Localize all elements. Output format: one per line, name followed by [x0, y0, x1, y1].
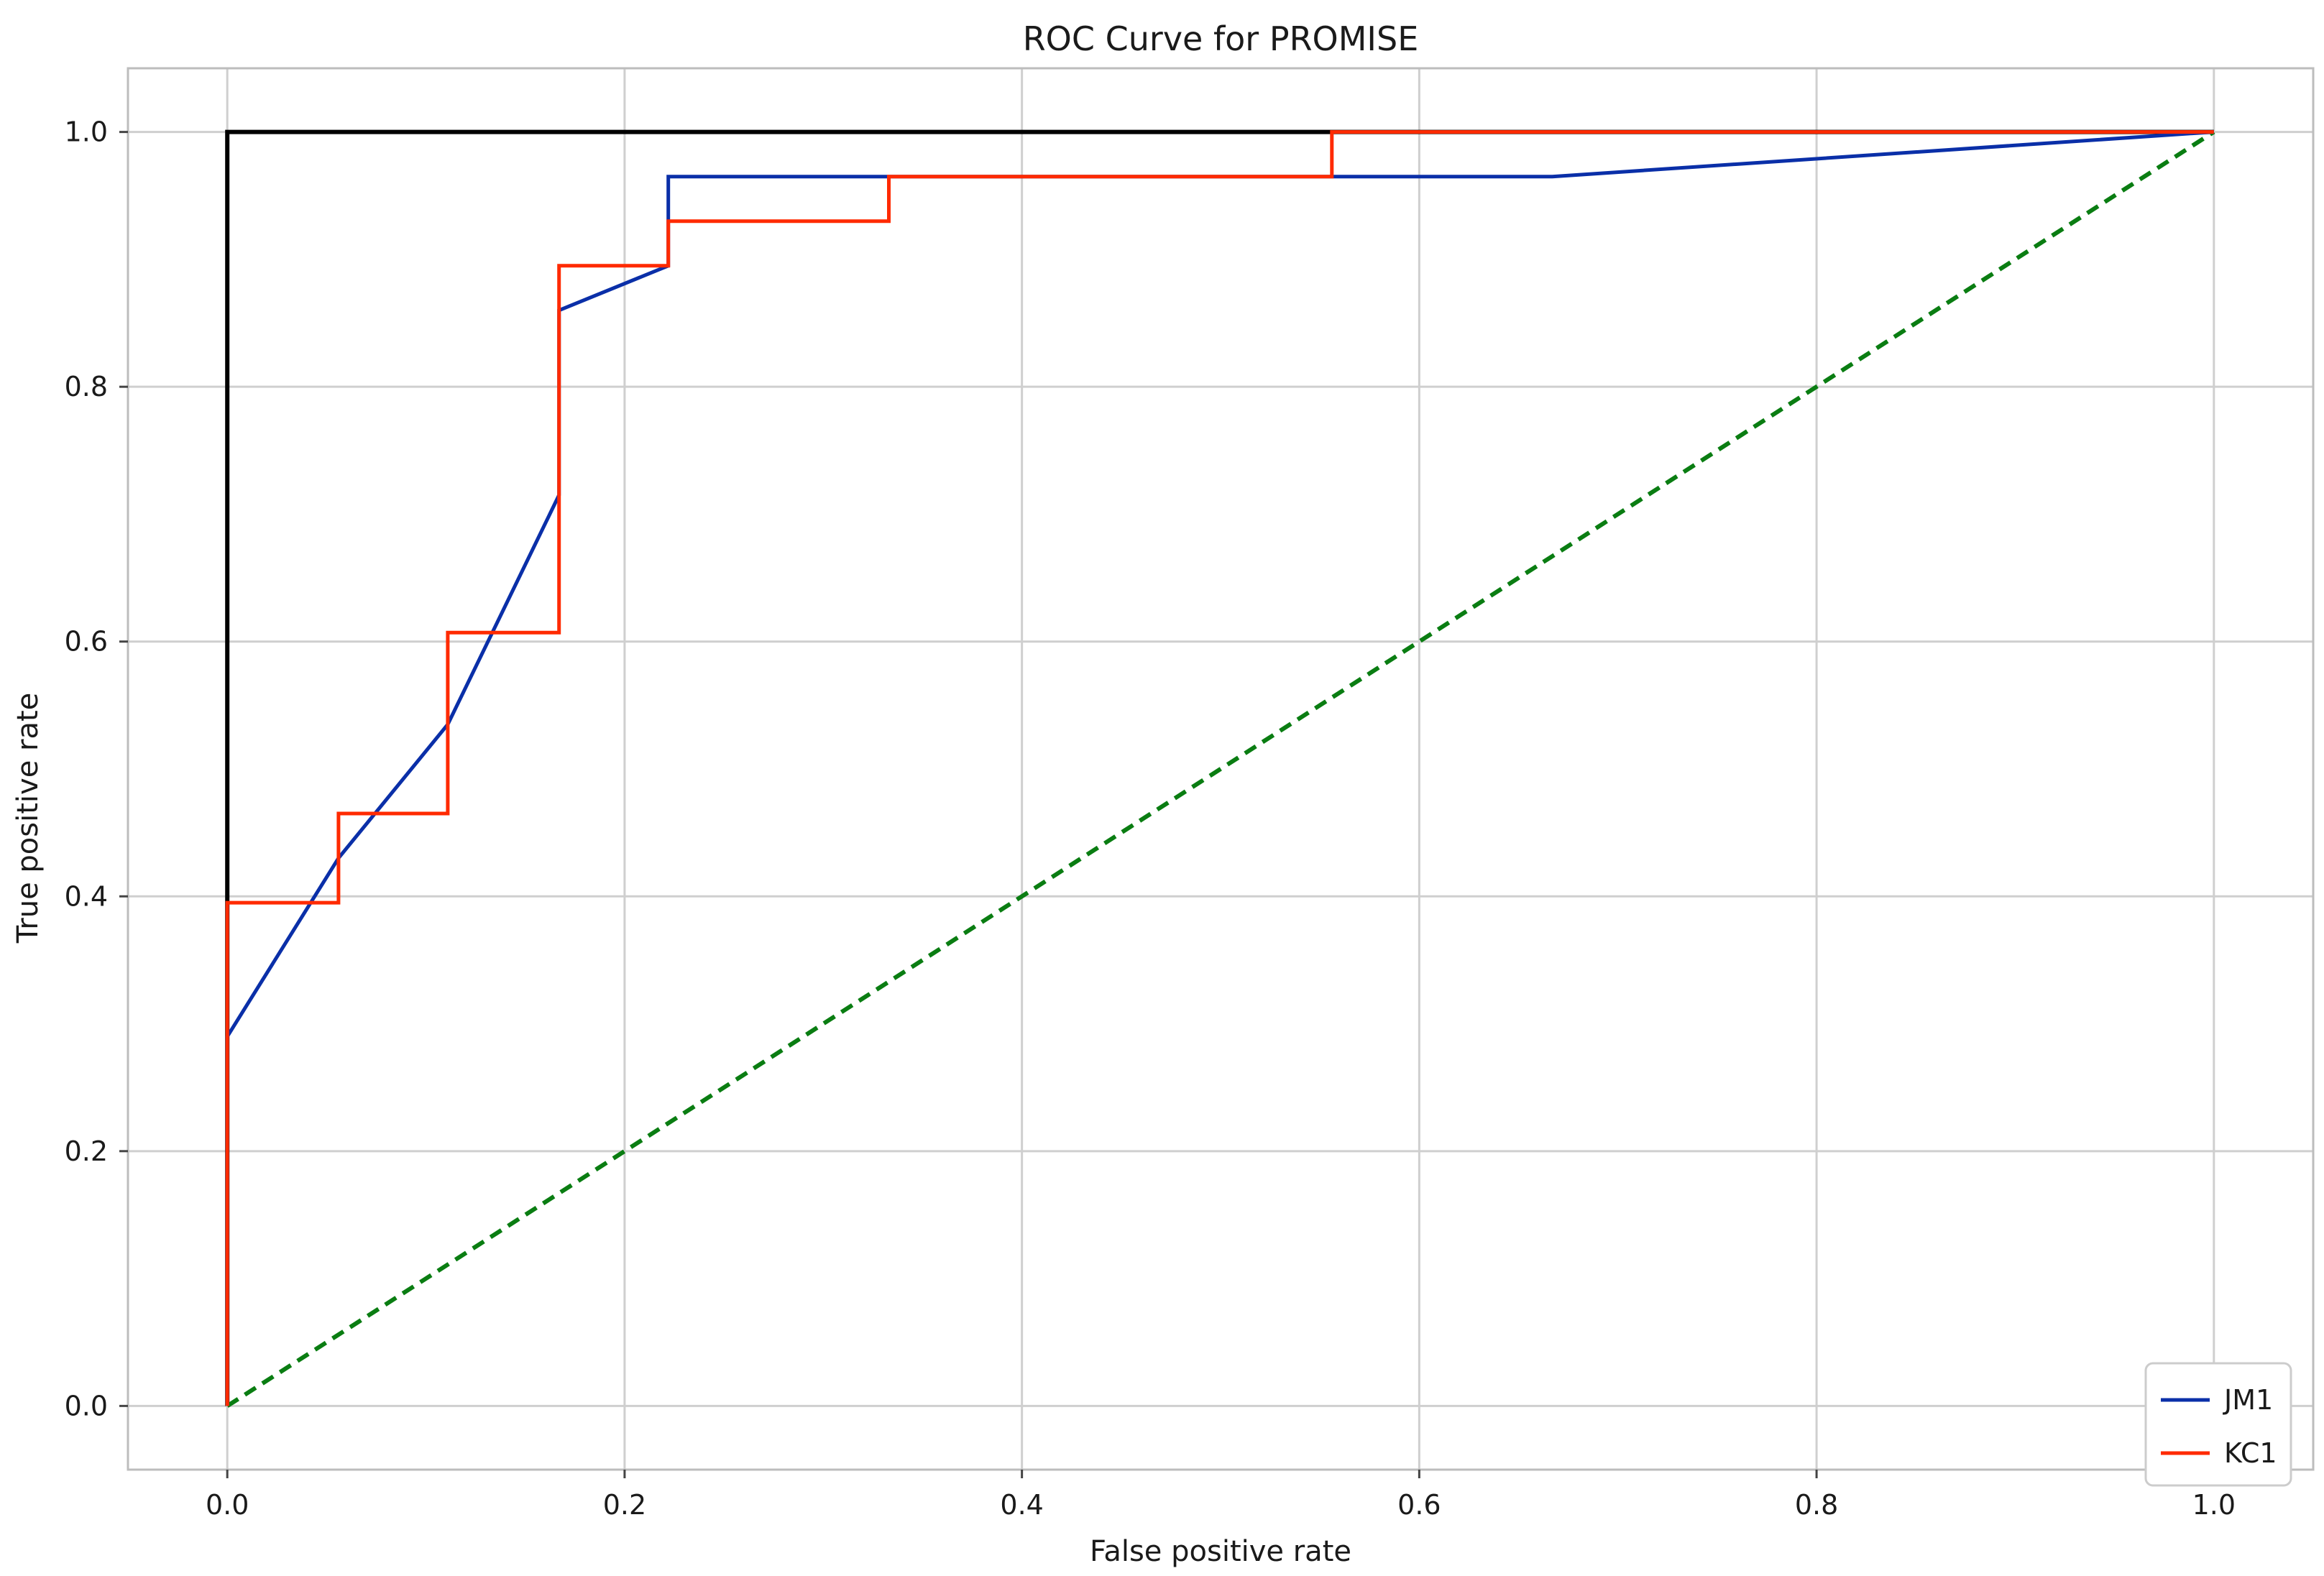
x-axis-label: False positive rate — [1090, 1535, 1351, 1568]
x-tick-label-5: 1.0 — [2192, 1489, 2236, 1521]
y-tick-label-5: 1.0 — [65, 116, 108, 148]
legend-label-kc1: KC1 — [2224, 1437, 2277, 1469]
legend: JM1 KC1 — [2144, 1362, 2292, 1487]
y-tick-label-4: 0.8 — [65, 371, 108, 402]
x-axis-ticks: 0.0 0.2 0.4 0.6 0.8 1.0 — [206, 1470, 2236, 1521]
chart-title: ROC Curve for PROMISE — [1023, 19, 1419, 58]
y-tick-label-1: 0.2 — [65, 1135, 108, 1167]
y-axis-label: True positive rate — [12, 693, 45, 944]
chance-diagonal-line — [226, 130, 2215, 1408]
series-lines — [225, 130, 2214, 1406]
x-tick-label-1: 0.2 — [603, 1489, 646, 1521]
x-tick-label-2: 0.4 — [1000, 1489, 1043, 1521]
series-line-kc1 — [225, 130, 2214, 1406]
plot-frame — [127, 67, 2315, 1471]
y-axis-ticks: 0.0 0.2 0.4 0.6 0.8 1.0 — [65, 116, 128, 1421]
legend-label-jm1: JM1 — [2223, 1384, 2273, 1416]
x-tick-label-3: 0.6 — [1397, 1489, 1441, 1521]
x-tick-label-0: 0.0 — [206, 1489, 249, 1521]
y-tick-label-3: 0.6 — [65, 626, 108, 658]
y-tick-label-0: 0.0 — [65, 1390, 108, 1421]
x-tick-label-4: 0.8 — [1795, 1489, 1838, 1521]
y-tick-label-2: 0.4 — [65, 880, 108, 912]
